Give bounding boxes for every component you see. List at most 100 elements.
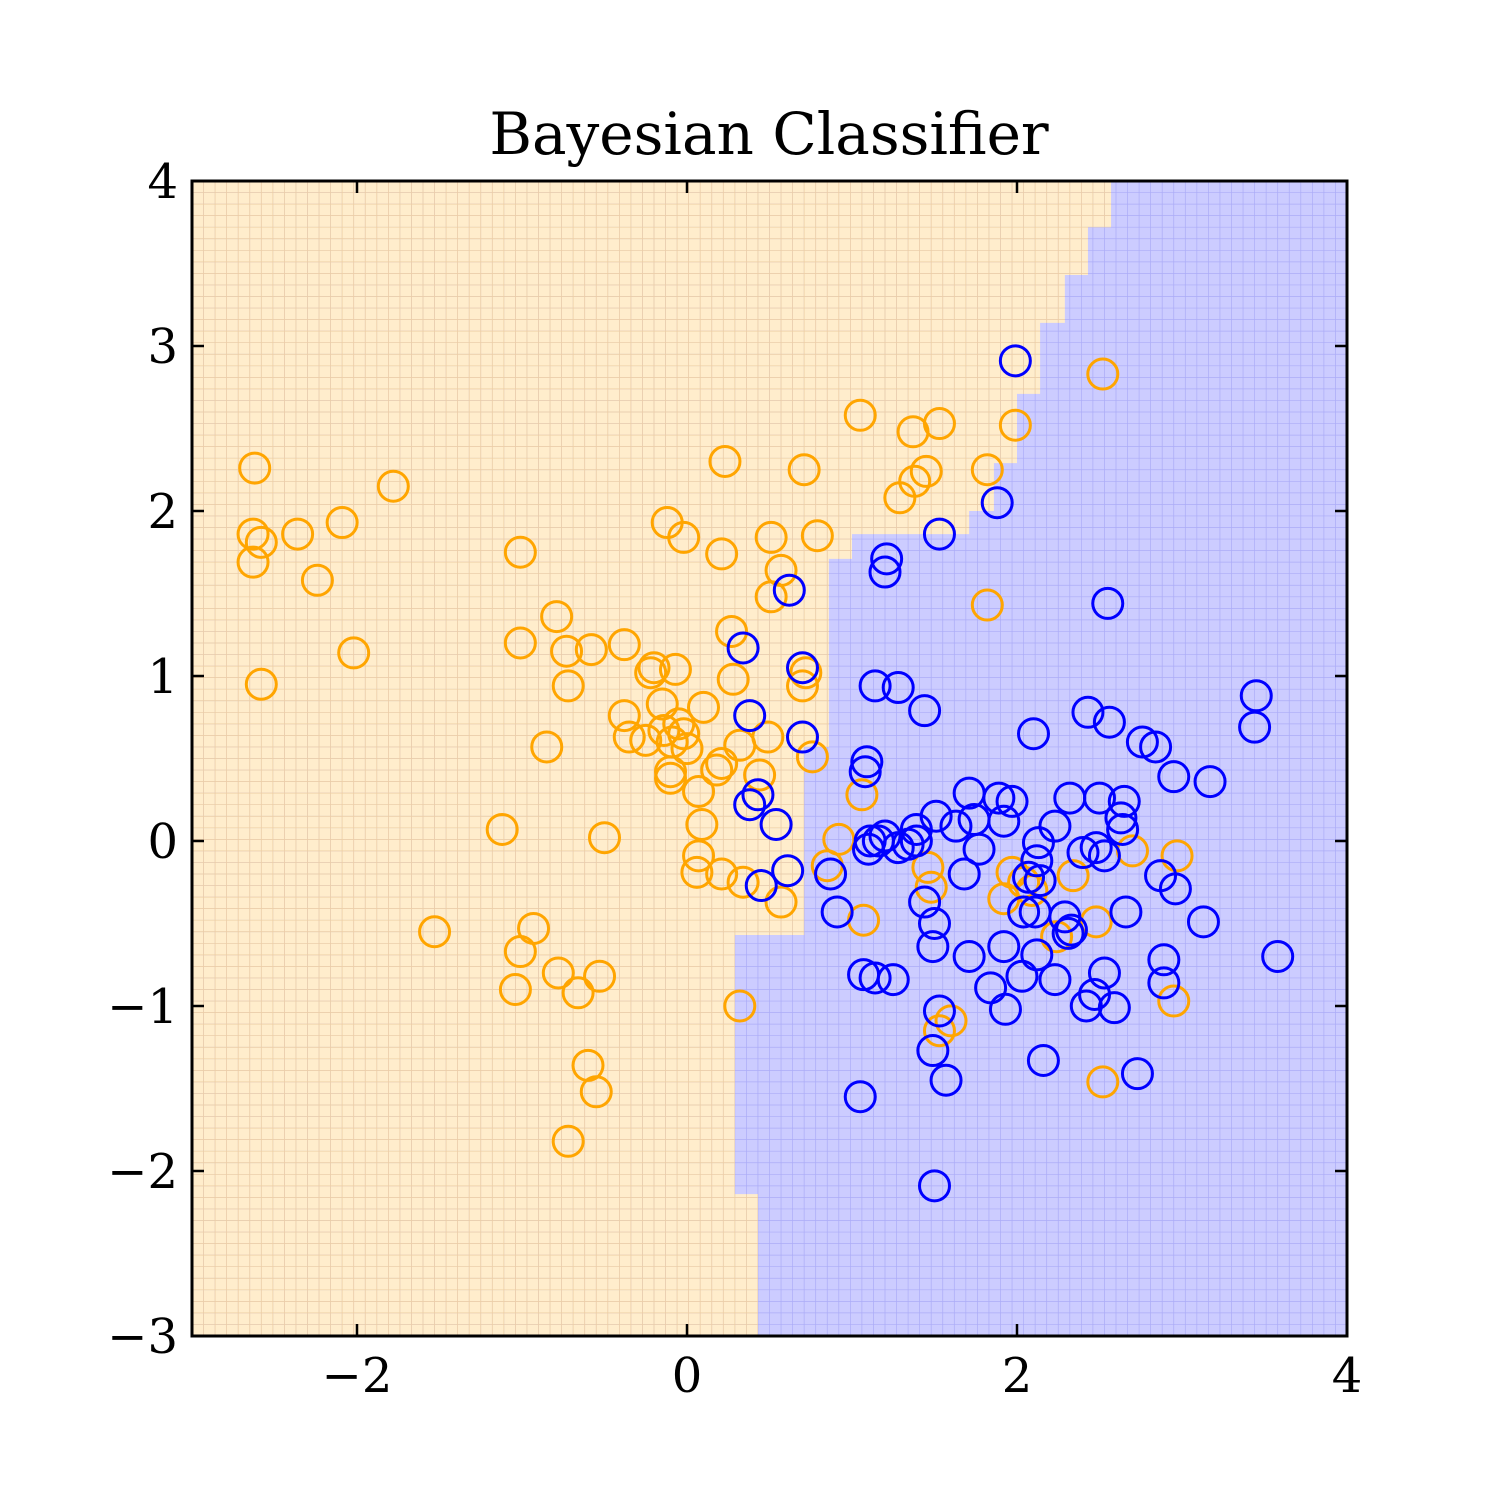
blue-point — [726, 631, 760, 665]
orange-point — [541, 956, 575, 990]
x-tick-label: 4 — [1332, 1348, 1363, 1404]
blue-point — [929, 1063, 963, 1097]
blue-point — [962, 832, 996, 866]
orange-point — [485, 812, 519, 846]
orange-point — [583, 959, 617, 993]
orange-point — [708, 445, 742, 478]
orange-point — [629, 723, 663, 757]
blue-point — [814, 857, 848, 891]
orange-point — [634, 656, 668, 690]
blue-point — [939, 809, 973, 843]
blue-point — [1038, 809, 1072, 843]
blue-point — [988, 992, 1022, 1026]
blue-point — [848, 755, 882, 789]
blue-point — [908, 885, 942, 919]
orange-point — [551, 669, 585, 703]
orange-point — [970, 453, 1004, 487]
orange-point — [503, 626, 537, 660]
blue-point — [982, 781, 1016, 815]
blue-point — [1107, 784, 1141, 818]
blue-point — [995, 784, 1029, 818]
orange-point — [754, 580, 788, 614]
orange-point — [909, 454, 943, 488]
orange-point — [922, 407, 956, 441]
orange-point — [754, 520, 788, 554]
orange-point — [998, 408, 1032, 442]
orange-point — [325, 506, 359, 540]
orange-point — [726, 865, 760, 899]
blue-point — [1109, 895, 1143, 929]
blue-point — [868, 555, 902, 589]
orange-point — [550, 634, 584, 668]
orange-point — [376, 469, 410, 503]
blue-point — [1238, 710, 1272, 744]
blue-point — [771, 854, 805, 888]
blue-point — [881, 671, 915, 705]
y-tick-label: 1 — [147, 649, 178, 705]
blue-point — [1087, 839, 1121, 873]
blue-point — [1079, 831, 1113, 865]
blue-point — [987, 930, 1021, 964]
orange-point — [281, 517, 315, 551]
orange-point — [845, 778, 879, 812]
blue-point — [843, 1080, 877, 1114]
blue-point — [918, 907, 951, 940]
y-tick-label: 3 — [147, 319, 178, 375]
orange-point — [743, 758, 777, 792]
blue-point — [772, 573, 806, 607]
blue-point — [980, 486, 1014, 520]
blue-point — [820, 895, 854, 929]
orange-point — [561, 976, 595, 1010]
blue-point — [1023, 864, 1057, 898]
orange-point — [1086, 1065, 1120, 1099]
blue-point — [1261, 940, 1295, 973]
orange-point — [244, 525, 278, 559]
orange-point — [1079, 905, 1113, 939]
orange-point — [654, 761, 687, 795]
orange-point — [607, 628, 641, 662]
orange-point — [795, 740, 829, 774]
orange-point — [705, 746, 739, 780]
blue-point — [1083, 781, 1116, 815]
orange-point — [1086, 357, 1120, 391]
orange-point — [670, 732, 704, 766]
blue-point — [733, 788, 767, 822]
orange-point — [658, 652, 692, 686]
orange-point — [705, 537, 739, 571]
blue-point — [1186, 905, 1220, 939]
orange-point — [503, 535, 537, 569]
orange-point — [914, 870, 948, 904]
blue-point — [1069, 989, 1103, 1023]
blue-point — [916, 930, 950, 964]
orange-point — [786, 669, 819, 703]
blue-point — [1104, 801, 1138, 835]
y-tick-label: −1 — [107, 979, 178, 1035]
orange-point — [922, 1014, 956, 1048]
blue-point — [1092, 705, 1126, 739]
blue-point — [786, 651, 819, 685]
orange-point — [685, 808, 719, 841]
blue-point — [1106, 812, 1140, 846]
orange-point — [337, 636, 371, 670]
orange-point — [700, 753, 734, 787]
orange-point — [970, 588, 1004, 622]
blue-point — [952, 940, 986, 973]
blue-point — [786, 720, 819, 754]
blue-point — [1026, 1043, 1060, 1077]
blue-point — [998, 344, 1032, 378]
orange-point — [787, 453, 821, 487]
y-tick-label: −3 — [107, 1309, 178, 1365]
blue-point — [1020, 844, 1054, 878]
orange-point — [612, 720, 646, 754]
blue-point — [850, 745, 884, 779]
blue-point — [1091, 586, 1125, 620]
orange-point — [1160, 839, 1194, 873]
blue-point — [1051, 916, 1085, 950]
orange-point — [716, 662, 750, 696]
blue-point — [908, 694, 942, 728]
decision-regions — [192, 181, 1347, 1336]
blue-point — [1007, 895, 1041, 929]
orange-point — [236, 517, 270, 551]
blue-point — [947, 857, 981, 891]
orange-point — [687, 690, 720, 724]
